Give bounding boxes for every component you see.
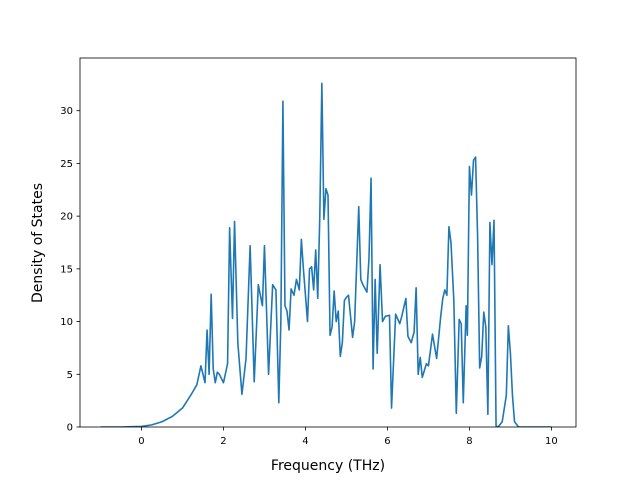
x-tick-label: 10 (545, 436, 558, 447)
y-axis-title: Density of States (30, 183, 46, 303)
x-tick-label: 0 (138, 436, 144, 447)
y-tick-label: 0 (67, 423, 73, 434)
plot-area (79, 57, 577, 428)
y-tick-label: 10 (60, 317, 73, 328)
x-tick-label: 4 (302, 436, 308, 447)
x-axis-title: Frequency (THz) (271, 458, 385, 474)
series-line (100, 82, 552, 427)
x-tick-label: 8 (466, 436, 472, 447)
y-tick-label: 25 (60, 159, 73, 170)
y-tick-label: 15 (60, 264, 73, 275)
y-tick-label: 5 (67, 370, 73, 381)
y-tick-label: 20 (60, 212, 73, 223)
y-axis: 0 5 10 15 20 25 30 (60, 106, 80, 434)
axes-frame (79, 57, 577, 428)
x-tick-label: 6 (384, 436, 390, 447)
y-tick-label: 30 (60, 106, 73, 117)
x-tick-label: 2 (220, 436, 226, 447)
x-axis: 0 2 4 6 8 10 (138, 427, 558, 447)
